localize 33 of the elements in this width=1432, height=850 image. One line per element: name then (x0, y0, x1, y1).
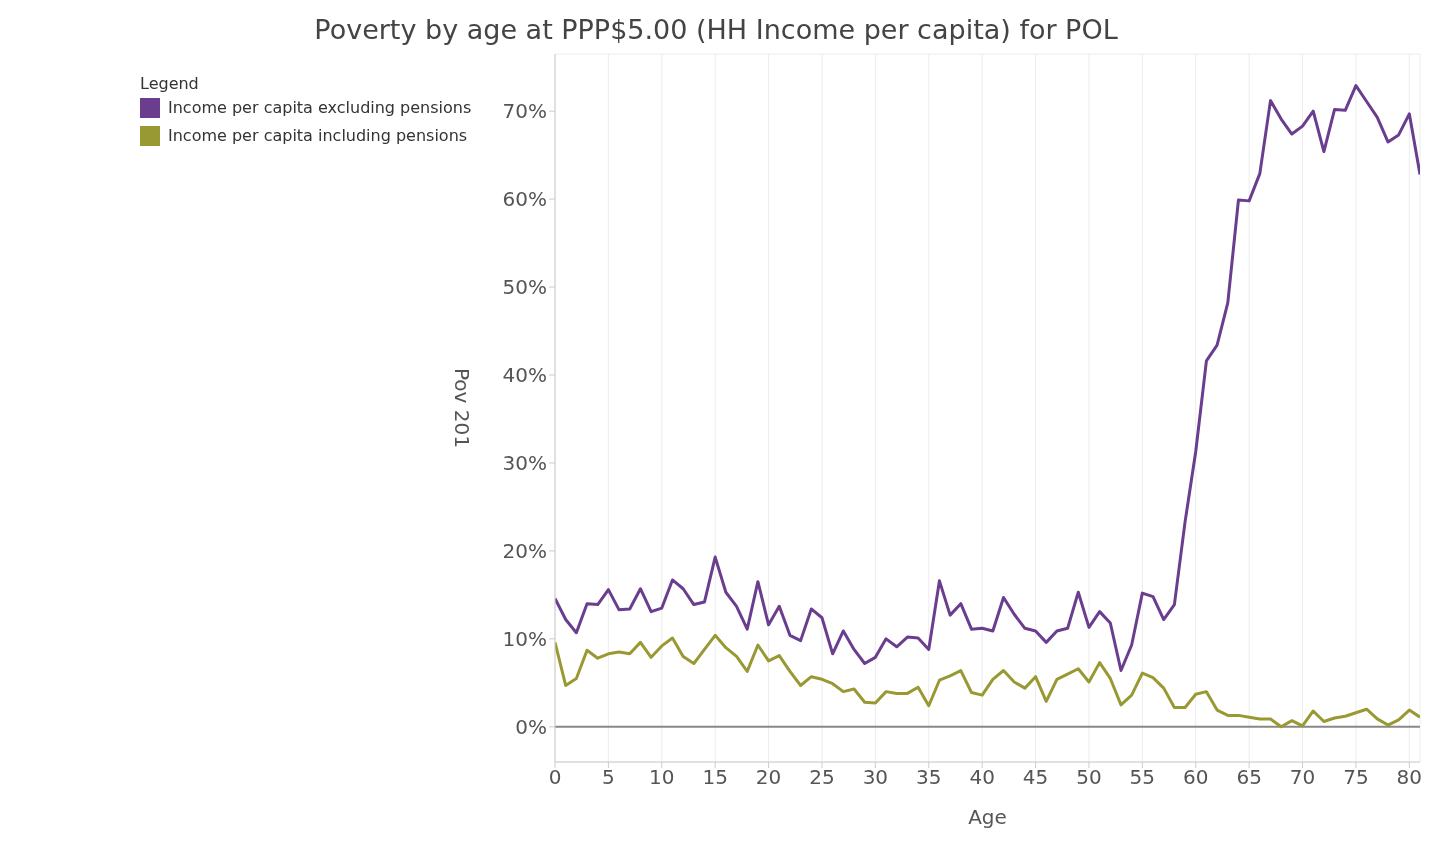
x-tick-label: 15 (702, 765, 728, 790)
chart-title: Poverty by age at PPP$5.00 (HH Income per capita) for POL (313, 13, 1119, 47)
y-tick-label: 50% (502, 275, 547, 300)
y-tick-label: 30% (502, 451, 547, 476)
legend-label: Income per capita including pensions (168, 125, 468, 147)
x-tick-label: 50 (1076, 765, 1102, 790)
x-tick-label: 30 (862, 765, 889, 790)
x-tick-label: 0 (548, 765, 562, 790)
x-tick-label: 25 (809, 765, 835, 790)
x-axis-title: Age (968, 805, 1007, 829)
x-tick-label: 40 (969, 765, 995, 790)
x-tick-label: 60 (1183, 765, 1209, 790)
y-tick-label: 0% (515, 714, 547, 739)
y-tick-label: 20% (502, 539, 547, 564)
x-tick-label: 65 (1236, 765, 1262, 790)
y-tick-label: 70% (502, 99, 547, 124)
legend-label: Income per capita excluding pensions (168, 97, 472, 119)
y-tick-label: 10% (502, 626, 547, 651)
y-tick-label: 40% (502, 363, 547, 388)
line-series (555, 633, 1420, 729)
x-tick-label: 35 (916, 765, 942, 790)
x-tick-label: 55 (1129, 765, 1156, 790)
x-tick-label: 45 (1022, 765, 1049, 790)
y-axis-title: Pov 201 (449, 368, 474, 448)
x-tick-label: 20 (755, 765, 782, 790)
legend-title: Legend (140, 74, 200, 94)
line-series (555, 84, 1420, 673)
x-tick-label: 70 (1289, 765, 1316, 790)
x-tick-label: 5 (602, 765, 615, 790)
x-tick-label: 10 (649, 765, 675, 790)
x-tick-label: 80 (1396, 765, 1423, 790)
y-tick-label: 60% (502, 187, 547, 212)
x-tick-label: 75 (1343, 765, 1369, 790)
